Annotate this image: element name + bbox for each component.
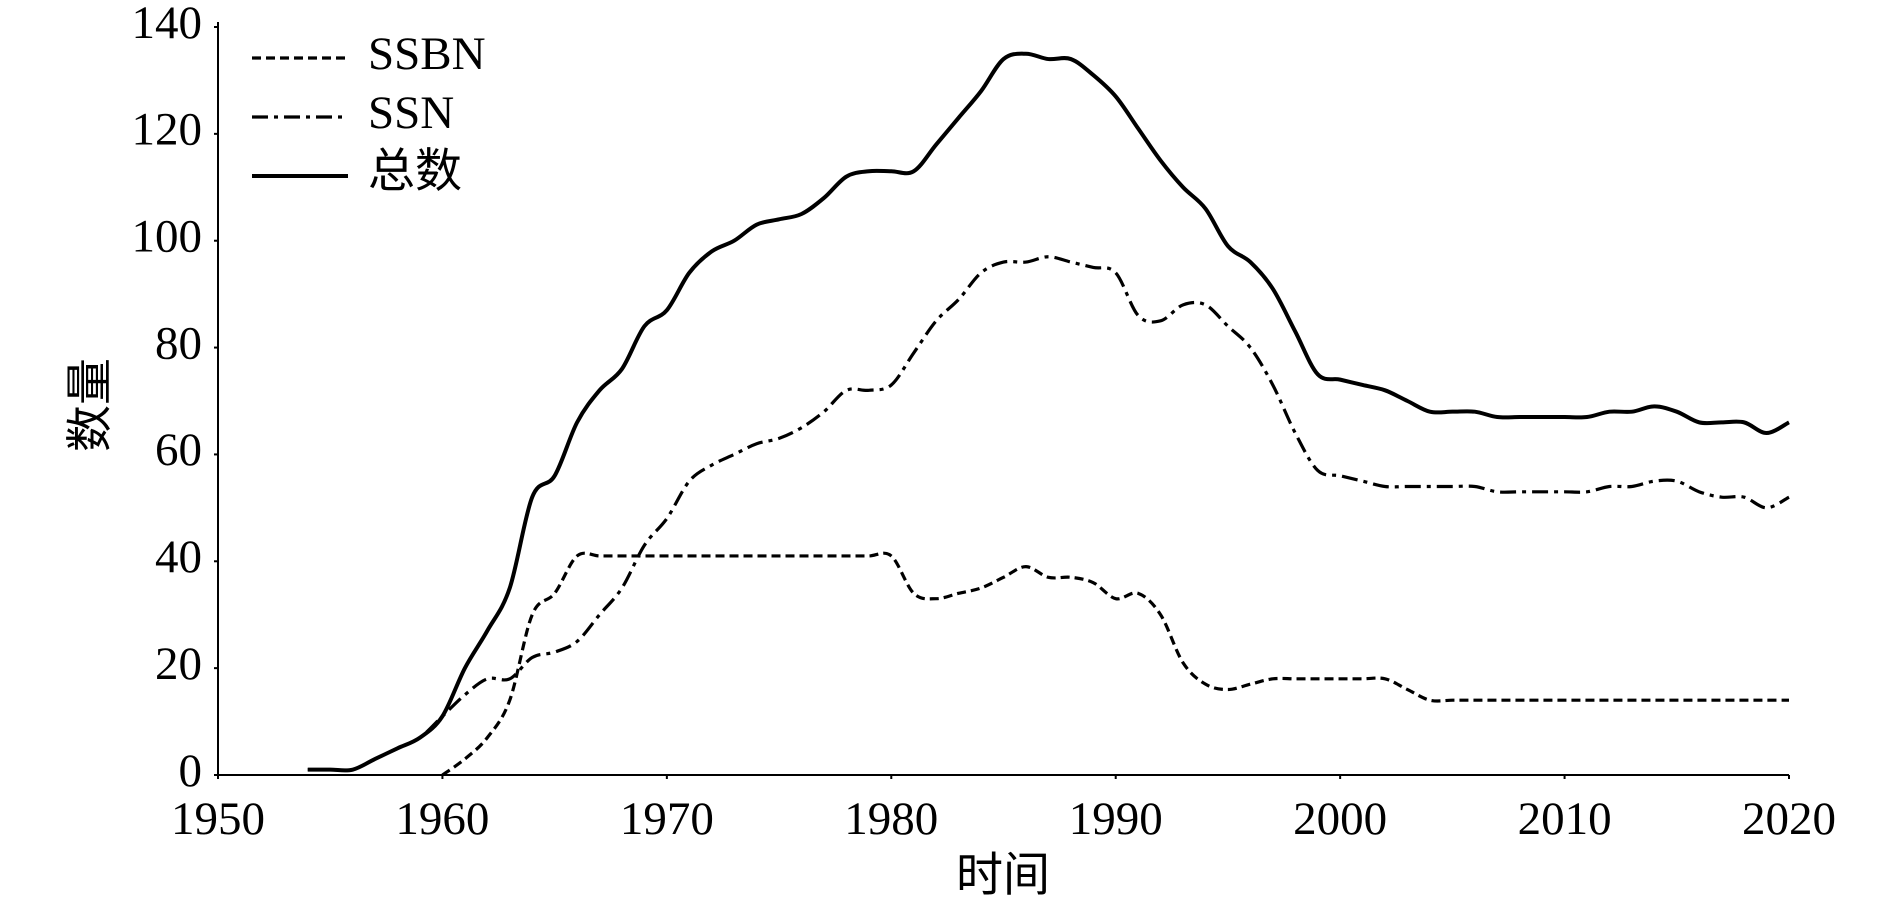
- y-tick-label: 20: [155, 638, 202, 690]
- x-tick-label: 2020: [1742, 793, 1836, 845]
- y-tick-label: 80: [155, 317, 202, 369]
- x-tick-label: 1960: [395, 793, 489, 845]
- x-tick-label: 2000: [1293, 793, 1387, 845]
- y-tick-label: 0: [179, 745, 203, 797]
- x-tick-label: 1990: [1069, 793, 1163, 845]
- legend-label: 总数: [368, 146, 462, 198]
- y-axis-label: 数量: [65, 358, 117, 452]
- legend-label: SSBN: [368, 28, 486, 80]
- line-series: [307, 51, 1790, 773]
- y-tick-label: 120: [132, 104, 203, 156]
- x-tick-label: 1950: [171, 793, 265, 845]
- x-tick-label: 1970: [620, 793, 714, 845]
- y-tick-label: 60: [155, 424, 202, 476]
- line-series: [441, 551, 1789, 777]
- x-tick-label: 2010: [1518, 793, 1612, 845]
- y-tick-label: 140: [132, 0, 203, 49]
- y-tick-label: 100: [132, 210, 203, 262]
- y-tick-label: 40: [155, 531, 202, 583]
- x-tick-label: 1980: [844, 793, 938, 845]
- line-series: [307, 255, 1790, 773]
- legend-label: SSN: [368, 87, 454, 139]
- x-axis-label: 时间: [956, 850, 1050, 902]
